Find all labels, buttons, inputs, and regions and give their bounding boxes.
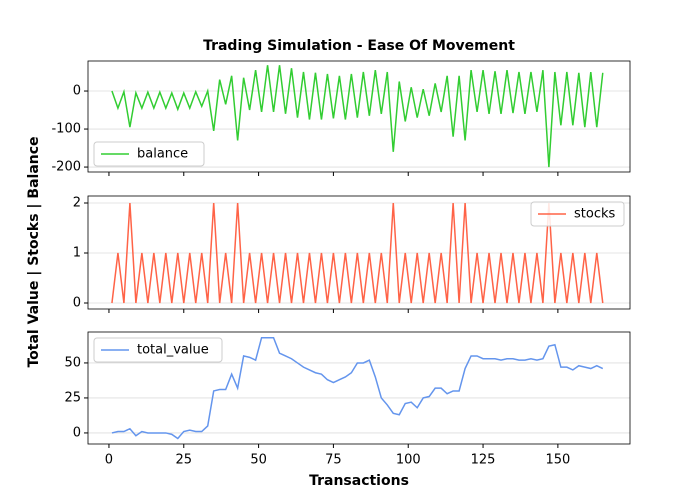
- x-tick-label: 50: [250, 453, 267, 468]
- data-line: [111, 336, 604, 440]
- y-axis-label: Total Value | Stocks | Balance: [26, 136, 42, 367]
- y-tick-label: 1: [73, 246, 81, 261]
- legend-box: [93, 337, 223, 363]
- legend-label: balance: [137, 147, 188, 162]
- x-axis-label: Transactions: [309, 473, 409, 489]
- x-tick-label: 25: [175, 453, 192, 468]
- legend-box: [530, 201, 625, 227]
- y-tick-label: 0: [73, 84, 81, 99]
- y-tick-label: 0: [73, 296, 81, 311]
- chart-title: Trading Simulation - Ease Of Movement: [203, 38, 515, 54]
- x-tick-label: 100: [396, 453, 421, 468]
- y-tick-label: -100: [51, 122, 81, 137]
- y-tick-label: 0: [73, 425, 81, 440]
- plot-frame: [87, 195, 631, 310]
- x-tick-label: 0: [105, 453, 113, 468]
- data-line: [111, 202, 604, 304]
- plot-frame: [87, 60, 631, 173]
- x-tick-label: 125: [471, 453, 496, 468]
- plot-frame: [87, 331, 631, 445]
- y-tick-label: 50: [64, 355, 81, 370]
- x-tick-label: 150: [545, 453, 570, 468]
- data-line: [111, 65, 604, 168]
- x-tick-label: 75: [325, 453, 342, 468]
- y-tick-label: 2: [73, 196, 81, 211]
- legend-box: [93, 141, 205, 167]
- legend-label: total_value: [137, 343, 209, 358]
- legend-label: stocks: [574, 207, 615, 222]
- y-tick-label: -200: [51, 160, 81, 175]
- y-tick-label: 25: [64, 390, 81, 405]
